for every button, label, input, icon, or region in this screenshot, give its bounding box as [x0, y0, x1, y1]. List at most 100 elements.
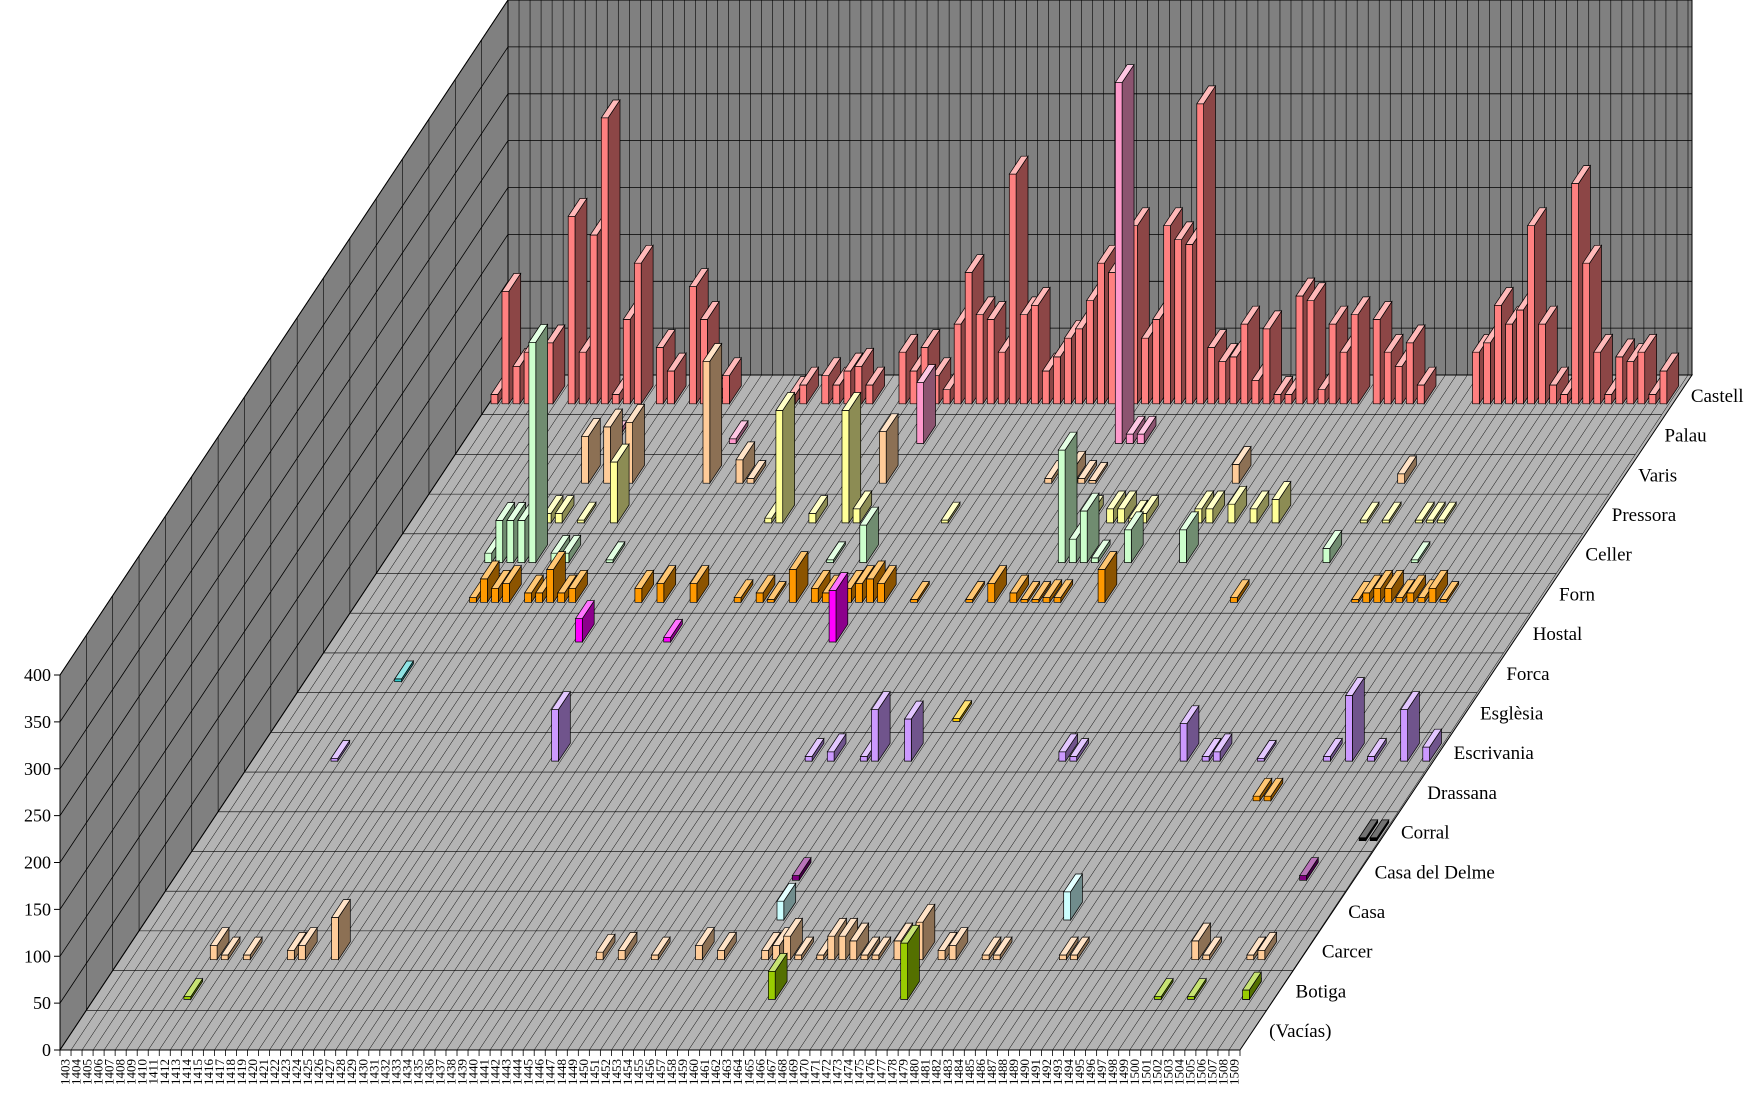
bar-top-face: [975, 296, 996, 316]
floor-line-x: [1019, 374, 1468, 1051]
bar-top-face: [495, 502, 516, 521]
bar-front-face: [904, 718, 912, 762]
bar-front-face: [1136, 433, 1145, 444]
bar-top-face: [1422, 728, 1443, 748]
bar-top-face: [1298, 857, 1319, 876]
bar-top-face: [903, 700, 924, 720]
x-tick-label: 1449: [565, 1059, 580, 1085]
bar-front-face: [1659, 370, 1668, 405]
bar-front-face: [826, 751, 835, 762]
floor-line-x: [545, 374, 994, 1051]
x-axis-group: 1403140414051406140714081409141014111412…: [58, 1050, 1242, 1085]
bar-top-face: [1069, 936, 1090, 956]
bar-top-face: [1186, 978, 1207, 997]
bar-top-face: [1196, 85, 1217, 105]
floor-line-x: [1052, 374, 1501, 1051]
bar-top-face: [1425, 501, 1446, 521]
bar-top-face: [761, 932, 782, 951]
bar-front-face: [794, 954, 802, 961]
y-tick-label: 100: [24, 946, 51, 966]
bar-front-face: [1322, 548, 1331, 563]
bar-top-face: [1069, 738, 1090, 757]
y-tick-label: 250: [24, 806, 51, 826]
bar-top-face: [1252, 777, 1273, 797]
bar-carcer-1448: [617, 931, 638, 961]
bar-forn-1418: [523, 573, 544, 604]
bar-front-face: [1218, 361, 1227, 405]
x-tick-label: 1432: [377, 1059, 392, 1085]
x-tick-label: 1406: [91, 1059, 106, 1086]
floor-line-x: [456, 374, 906, 1051]
bar-carcer-1422: [330, 898, 351, 961]
bar-top-face: [810, 570, 831, 589]
bar-front-face: [1252, 795, 1261, 802]
bar-front-face: [1262, 328, 1271, 405]
bar-carcer-1489: [1069, 935, 1090, 961]
bar-top-face: [1008, 155, 1029, 175]
bar-top-face: [656, 565, 677, 584]
x-tick-label: 1482: [929, 1059, 944, 1085]
bar-front-face: [535, 592, 543, 603]
bar-front-face: [1382, 519, 1390, 524]
x-tick-label: 1501: [1138, 1059, 1153, 1085]
bar-front-face: [1042, 597, 1051, 603]
x-tick-label: 1420: [245, 1059, 260, 1085]
bar-front-face: [728, 438, 737, 444]
bar-front-face: [981, 954, 990, 961]
bar-front-face: [1075, 328, 1083, 405]
bar-casadeldelme-1459: [791, 856, 812, 882]
x-tick-label: 1414: [179, 1058, 194, 1085]
floor-line-x: [1041, 374, 1490, 1051]
bar-top-face: [1405, 324, 1426, 344]
bar-top-face: [1097, 551, 1118, 570]
bar-forn-1466: [1053, 578, 1074, 604]
x-tick-label: 1458: [664, 1059, 679, 1085]
bar-top-face: [1373, 570, 1394, 589]
x-tick-label: 1410: [135, 1059, 150, 1085]
bar-top-face: [1088, 462, 1109, 481]
bar-front-face: [524, 592, 532, 603]
bar-front-face: [775, 410, 784, 524]
bar-hostal-1433: [663, 618, 684, 644]
bar-front-face: [469, 597, 477, 603]
bar-top-face: [721, 357, 742, 377]
bar-front-face: [1271, 499, 1280, 524]
bar-front-face: [1009, 592, 1018, 603]
bar-front-face: [1437, 519, 1445, 524]
bar-top-face: [788, 551, 809, 570]
bar-top-face: [716, 932, 737, 951]
x-tick-label: 1416: [201, 1059, 216, 1086]
x-tick-label: 1498: [1105, 1059, 1120, 1085]
bar-front-face: [484, 552, 493, 563]
bars-group: [183, 63, 1680, 1001]
bar-escrivania-1500: [1322, 737, 1343, 763]
bar-front-face: [826, 559, 834, 563]
floor-line-x: [1162, 374, 1612, 1051]
floor-line-x: [578, 374, 1027, 1051]
bar-top-face: [663, 619, 684, 638]
floor-line-x: [975, 374, 1424, 1051]
bar-front-face: [1295, 295, 1304, 405]
y-tick-label: 350: [24, 712, 51, 732]
floor-line-x: [280, 374, 729, 1051]
bar-top-face: [767, 953, 788, 972]
floor-line-x: [1217, 374, 1667, 1051]
bar-palau-1464: [1136, 415, 1157, 445]
bar-side-face: [709, 342, 723, 485]
bar-side-face: [535, 323, 548, 564]
bar-front-face: [1516, 309, 1524, 405]
bar-front-face: [1350, 314, 1359, 405]
bar-top-face: [1129, 207, 1150, 227]
bar-casa-1486: [1063, 872, 1084, 922]
bar-varis-1431: [746, 459, 767, 485]
bar-front-face: [1152, 319, 1160, 405]
bar-top-face: [600, 99, 621, 119]
bar-top-face: [666, 352, 687, 372]
floor-line-x: [114, 374, 564, 1051]
bar-front-face: [964, 272, 973, 405]
bar-top-face: [849, 922, 870, 942]
bar-corral-1508: [1358, 818, 1379, 842]
bar-top-face: [920, 329, 941, 348]
bar-front-face: [822, 592, 830, 603]
x-tick-label: 1444: [510, 1059, 525, 1086]
